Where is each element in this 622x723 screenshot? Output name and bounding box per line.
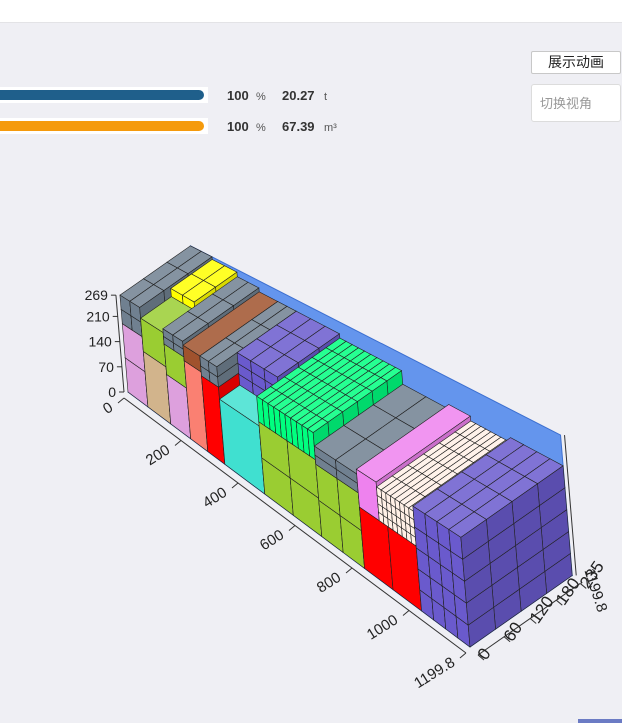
length-tick-label: 400 [200, 484, 230, 512]
height-tick-label: 70 [98, 359, 114, 375]
progress-bar [0, 90, 204, 100]
top-bar [0, 0, 622, 23]
tick-mark [579, 583, 587, 589]
amount-value: 20.27 [282, 88, 315, 103]
progress-bar [0, 121, 204, 131]
tick-mark [503, 636, 511, 643]
tick-mark [402, 610, 410, 616]
tick-mark [555, 599, 563, 606]
amount-unit: t [324, 91, 327, 103]
percent-unit: % [256, 122, 266, 134]
height-tick-label: 210 [86, 308, 110, 324]
height-tick-label: 269 [85, 287, 109, 303]
percent-value: 100 [227, 88, 249, 103]
amount-unit: m³ [324, 122, 337, 134]
animate-button[interactable]: 展示动画 [531, 51, 621, 74]
tick-mark [231, 482, 239, 489]
box-end [460, 518, 489, 560]
depth-end-label: 1199.8 [580, 566, 610, 614]
tick-mark [529, 618, 537, 624]
width-axis [477, 583, 581, 656]
height-axis [115, 295, 125, 393]
depth-axis [564, 434, 577, 576]
length-tick-label: 200 [143, 441, 173, 469]
tick-mark [345, 567, 353, 574]
length-tick-label: 1000 [364, 611, 401, 643]
tick-mark [477, 654, 485, 661]
length-tick-label: 800 [314, 569, 344, 597]
corner-tab [578, 719, 622, 723]
length-tick-label: 1199.8 [411, 654, 458, 692]
view-select[interactable]: 切换视角 [531, 84, 621, 122]
tick-mark [288, 525, 296, 531]
length-tick-label: 600 [257, 526, 287, 554]
tick-mark [174, 440, 182, 446]
height-tick-label: 140 [88, 334, 112, 350]
tick-mark [459, 652, 467, 659]
percent-unit: % [256, 91, 266, 103]
tick-mark [117, 397, 125, 404]
percent-value: 100 [227, 119, 249, 134]
width-tick-label: 0 [474, 645, 495, 664]
height-tick-label: 0 [108, 384, 116, 400]
length-tick-label: 0 [100, 399, 116, 418]
amount-value: 67.39 [282, 119, 315, 134]
